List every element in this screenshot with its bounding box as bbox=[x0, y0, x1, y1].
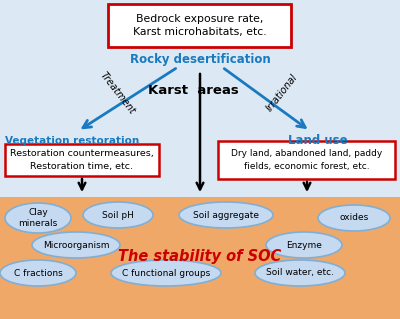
Text: Soil aggregate: Soil aggregate bbox=[193, 211, 259, 219]
Text: Karst  areas: Karst areas bbox=[148, 85, 238, 98]
Text: Dry land, abandoned land, paddy
fields, economic forest, etc.: Dry land, abandoned land, paddy fields, … bbox=[231, 149, 382, 171]
Text: Vegetation restoration: Vegetation restoration bbox=[5, 136, 139, 146]
Ellipse shape bbox=[83, 202, 153, 228]
Text: oxides: oxides bbox=[339, 213, 369, 222]
Text: Land use: Land use bbox=[288, 135, 348, 147]
Text: C functional groups: C functional groups bbox=[122, 269, 210, 278]
Text: C fractions: C fractions bbox=[14, 269, 62, 278]
FancyBboxPatch shape bbox=[5, 144, 159, 176]
Text: Soil pH: Soil pH bbox=[102, 211, 134, 219]
Ellipse shape bbox=[0, 260, 76, 286]
Bar bbox=[0, 0, 400, 197]
Text: Soil water, etc.: Soil water, etc. bbox=[266, 269, 334, 278]
Text: Bedrock exposure rate,
Karst microhabitats, etc.: Bedrock exposure rate, Karst microhabita… bbox=[133, 13, 266, 38]
Text: Irrational: Irrational bbox=[264, 72, 300, 114]
Ellipse shape bbox=[318, 205, 390, 231]
Ellipse shape bbox=[111, 260, 221, 286]
Text: Enzyme: Enzyme bbox=[286, 241, 322, 249]
Text: Clay
minerals: Clay minerals bbox=[18, 208, 58, 228]
Text: The stability of SOC: The stability of SOC bbox=[118, 249, 282, 264]
Text: Restoration countermeasures,
Restoration time, etc.: Restoration countermeasures, Restoration… bbox=[10, 149, 154, 171]
Ellipse shape bbox=[266, 232, 342, 258]
Ellipse shape bbox=[5, 203, 71, 233]
Text: Rocky desertification: Rocky desertification bbox=[130, 54, 270, 66]
Ellipse shape bbox=[32, 232, 120, 258]
Ellipse shape bbox=[255, 260, 345, 286]
Bar bbox=[0, 197, 400, 319]
FancyBboxPatch shape bbox=[108, 4, 291, 47]
FancyBboxPatch shape bbox=[218, 141, 395, 179]
Text: Treatment: Treatment bbox=[98, 70, 138, 116]
Ellipse shape bbox=[179, 202, 273, 228]
Text: Microorganism: Microorganism bbox=[43, 241, 109, 249]
